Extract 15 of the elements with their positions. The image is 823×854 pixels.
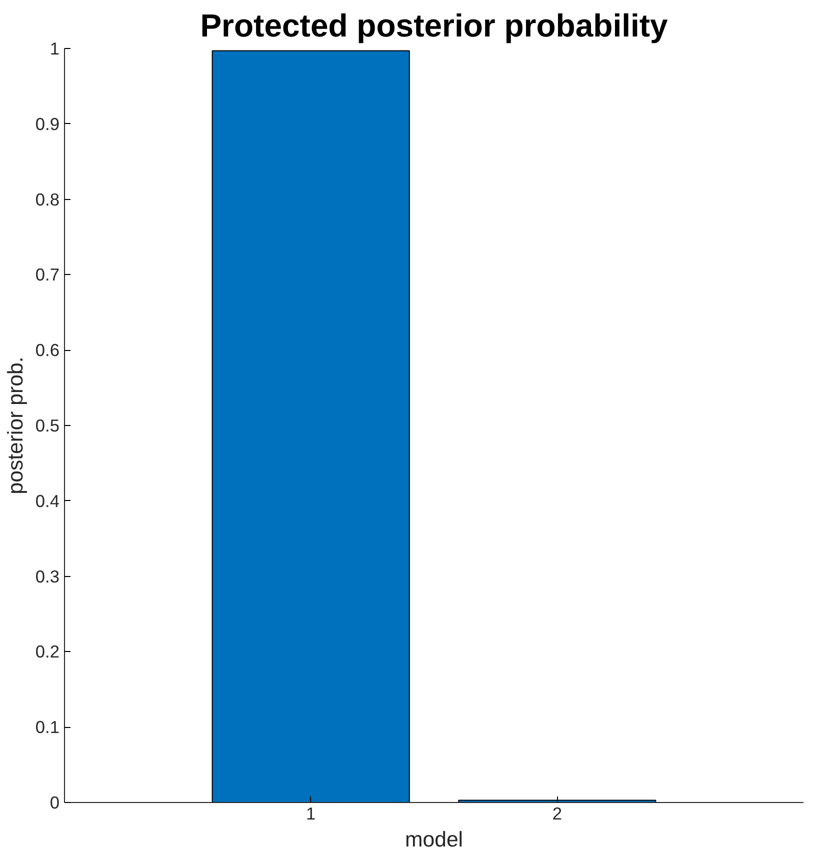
chart-title: Protected posterior probability [200,8,668,44]
y-tick-label: 1 [50,38,60,58]
x-axis-title: model [404,828,464,852]
y-tick-label: 0.4 [35,490,60,511]
y-tick-label: 0.2 [35,642,60,662]
y-tick-label: 0.8 [35,189,60,210]
y-tick-label: 0.3 [35,566,60,586]
y-axis-title: posterior prob. [3,356,28,494]
y-tick-label: 0.5 [35,416,60,436]
y-tick-label: 0 [50,792,60,812]
y-tick-label: 0.1 [35,717,60,738]
y-tick-label: 0.6 [35,340,60,360]
x-tick-label: 2 [552,804,562,824]
y-tick-label: 0.9 [35,114,60,134]
y-tick-label: 0.7 [35,264,60,285]
